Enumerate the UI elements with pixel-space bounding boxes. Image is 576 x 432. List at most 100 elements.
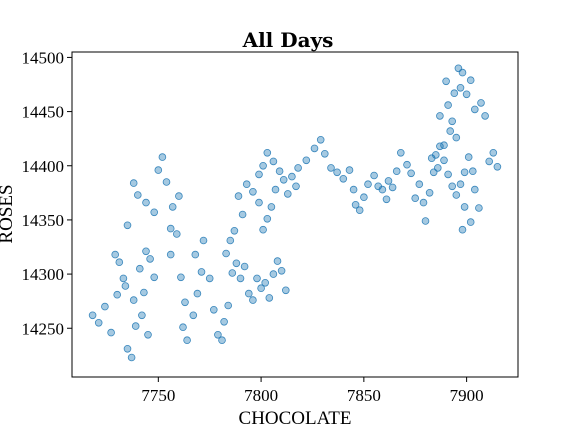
y-ticks: 14250 14300 14350 14400 14450 14500	[22, 48, 72, 338]
data-point	[115, 258, 124, 267]
data-point	[131, 322, 140, 330]
data-point	[320, 150, 329, 158]
data-point	[364, 180, 372, 189]
data-point	[218, 336, 226, 345]
data-point	[269, 270, 278, 278]
data-point	[111, 250, 119, 259]
data-point	[452, 133, 461, 142]
data-point	[230, 227, 239, 235]
data-point	[462, 90, 471, 99]
data-point	[123, 221, 132, 230]
data-point	[444, 101, 452, 109]
data-point	[384, 177, 393, 185]
data-point	[269, 157, 278, 166]
x-axis-label: CHOCOLATE	[239, 408, 352, 429]
y-axis-label: ROSES	[0, 184, 17, 243]
data-point	[279, 176, 288, 184]
data-point	[236, 274, 245, 283]
data-points	[88, 64, 502, 362]
data-point	[205, 274, 214, 283]
data-point	[259, 162, 267, 170]
data-point	[407, 169, 415, 178]
data-point	[370, 171, 378, 180]
data-point	[162, 178, 171, 186]
data-point	[129, 296, 138, 304]
y-tick-label: 14450	[22, 103, 65, 122]
data-point	[378, 185, 387, 194]
y-tick-label: 14250	[22, 319, 65, 338]
data-point	[222, 249, 230, 258]
data-point	[281, 286, 290, 295]
data-point	[489, 149, 498, 157]
data-point	[265, 294, 274, 302]
data-point	[267, 203, 276, 211]
data-point	[146, 255, 154, 263]
data-point	[136, 264, 144, 273]
data-point	[175, 192, 183, 200]
x-ticks: 7750 7800 7850 7900	[141, 377, 484, 405]
data-point	[101, 302, 109, 311]
x-tick-label: 7800	[244, 386, 278, 405]
data-point	[173, 230, 181, 238]
data-point	[442, 77, 450, 86]
data-point	[191, 250, 200, 259]
data-point	[396, 149, 405, 157]
data-point	[119, 274, 128, 283]
data-point	[168, 203, 177, 211]
data-point	[421, 217, 430, 225]
data-point	[166, 250, 175, 259]
data-point	[475, 204, 483, 212]
data-point	[448, 182, 457, 191]
data-point	[220, 317, 228, 326]
data-point	[232, 259, 241, 268]
data-point	[333, 168, 341, 177]
data-point	[129, 179, 138, 187]
data-point	[460, 168, 469, 177]
data-point	[460, 203, 469, 211]
data-point	[349, 185, 358, 194]
data-point	[107, 328, 115, 337]
data-point	[224, 301, 233, 310]
data-point	[228, 269, 237, 277]
data-point	[181, 298, 189, 307]
data-point	[433, 164, 442, 172]
data-point	[477, 99, 485, 107]
data-point	[292, 182, 300, 191]
data-point	[240, 262, 249, 271]
data-point	[271, 185, 280, 194]
data-point	[154, 166, 163, 174]
data-point	[263, 149, 272, 157]
data-point	[197, 268, 206, 276]
data-point	[177, 273, 185, 282]
data-point	[249, 188, 257, 196]
y-tick-label: 14300	[22, 265, 65, 284]
data-point	[456, 84, 465, 92]
data-point	[415, 180, 424, 189]
data-point	[466, 76, 475, 84]
data-point	[419, 198, 428, 207]
data-point	[199, 236, 208, 245]
data-point	[493, 163, 502, 171]
x-tick-label: 7850	[347, 386, 381, 405]
data-point	[123, 344, 132, 353]
data-point	[234, 192, 243, 200]
data-point	[245, 289, 253, 298]
data-point	[189, 311, 198, 320]
data-point	[150, 273, 159, 282]
data-point	[226, 236, 235, 245]
data-point	[448, 117, 457, 126]
data-point	[140, 288, 148, 297]
data-point	[466, 218, 475, 226]
data-point	[261, 278, 270, 287]
data-point	[440, 141, 448, 150]
data-point	[339, 175, 348, 183]
data-point	[464, 153, 473, 161]
data-point	[259, 225, 267, 234]
data-point	[468, 167, 477, 176]
data-point	[238, 210, 247, 219]
data-point	[273, 257, 282, 265]
data-point	[242, 180, 251, 189]
data-point	[382, 195, 391, 204]
data-point	[446, 127, 455, 135]
